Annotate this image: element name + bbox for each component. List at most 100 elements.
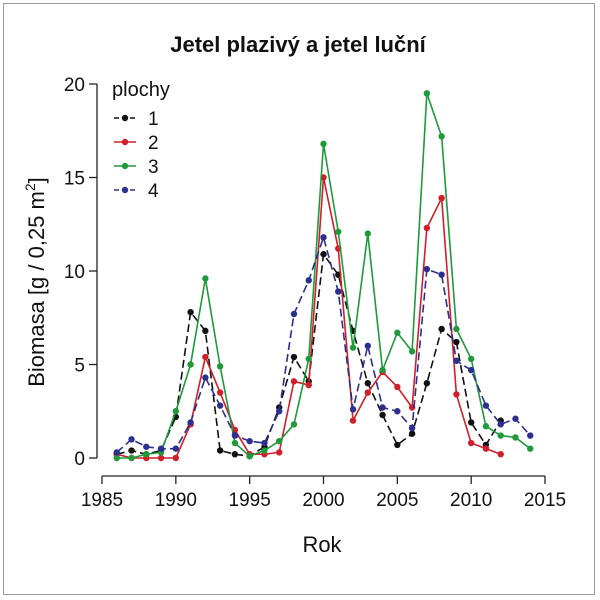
legend-label-1: 1 bbox=[148, 109, 159, 130]
data-point bbox=[364, 230, 371, 237]
series-3 bbox=[113, 90, 534, 462]
data-point bbox=[246, 437, 253, 445]
data-point bbox=[143, 443, 150, 450]
series-2 bbox=[113, 174, 504, 462]
y-axis-label-superscript: 2 bbox=[22, 183, 38, 191]
data-point bbox=[276, 437, 283, 445]
axes: 1985 1990 1995 2000 2005 2010 2015 0 5 10 15 20 bbox=[64, 75, 566, 511]
data-point bbox=[320, 140, 327, 148]
data-point bbox=[364, 380, 371, 387]
data-point bbox=[512, 415, 519, 422]
data-point bbox=[467, 419, 475, 426]
data-point bbox=[202, 275, 209, 282]
legend-label-2: 2 bbox=[148, 133, 159, 154]
data-point bbox=[276, 408, 283, 415]
data-point bbox=[290, 310, 298, 318]
legend-title: plochy bbox=[112, 79, 170, 101]
data-point bbox=[335, 228, 342, 235]
data-point bbox=[349, 344, 357, 351]
legend-marker-1 bbox=[121, 114, 129, 122]
data-point bbox=[320, 250, 327, 258]
y-tick-label: 20 bbox=[64, 75, 85, 96]
data-point bbox=[379, 404, 386, 411]
data-point bbox=[113, 454, 120, 462]
data-point bbox=[482, 445, 490, 452]
data-point bbox=[187, 361, 194, 368]
x-tick-label: 2000 bbox=[302, 490, 344, 511]
data-point bbox=[497, 451, 504, 458]
x-tick-label: 1995 bbox=[229, 490, 271, 511]
data-point bbox=[290, 421, 298, 428]
series-4 bbox=[113, 234, 534, 456]
y-tick-label: 0 bbox=[74, 449, 85, 470]
data-point bbox=[423, 90, 431, 97]
data-point bbox=[423, 224, 431, 232]
legend-label-3: 3 bbox=[148, 157, 159, 178]
data-point bbox=[364, 342, 371, 349]
data-point bbox=[202, 353, 209, 361]
x-tick-label: 2015 bbox=[524, 490, 566, 511]
y-axis-label-main: Biomasa [g / 0,25 m bbox=[24, 191, 49, 387]
data-point bbox=[349, 417, 357, 424]
data-point bbox=[290, 353, 298, 361]
legend-marker-2 bbox=[121, 138, 129, 146]
legend-marker-3 bbox=[121, 162, 129, 170]
x-axis-label: Rok bbox=[302, 532, 342, 557]
data-point bbox=[113, 449, 120, 456]
data-point bbox=[364, 389, 371, 396]
x-tick-label: 1990 bbox=[155, 490, 197, 511]
data-point bbox=[261, 447, 268, 454]
data-point bbox=[305, 381, 312, 389]
data-point bbox=[453, 357, 460, 364]
chart-frame: Jetel plazivý a jetel luční 1985 1990 1995… bbox=[3, 3, 595, 595]
y-tick-label: 5 bbox=[74, 356, 85, 377]
data-point bbox=[157, 454, 165, 462]
data-point bbox=[157, 445, 165, 452]
data-point bbox=[231, 439, 239, 447]
legend-label-4: 4 bbox=[148, 181, 159, 202]
data-point bbox=[408, 348, 416, 355]
data-point bbox=[379, 366, 386, 374]
data-point bbox=[216, 402, 224, 409]
legend-marker-4 bbox=[121, 186, 129, 194]
data-point bbox=[423, 265, 431, 273]
data-point bbox=[379, 411, 386, 419]
data-point bbox=[512, 434, 519, 441]
data-point bbox=[467, 439, 475, 447]
data-point bbox=[128, 447, 135, 454]
data-point bbox=[172, 454, 180, 462]
data-point bbox=[527, 432, 534, 439]
data-point bbox=[276, 449, 283, 456]
x-tick-label: 2005 bbox=[376, 490, 418, 511]
data-point bbox=[216, 363, 224, 370]
y-axis-label-end: ] bbox=[24, 177, 49, 183]
data-point bbox=[482, 423, 490, 430]
chart-title: Jetel plazivý a jetel luční bbox=[170, 32, 426, 57]
x-tick-label: 1985 bbox=[81, 490, 123, 511]
data-point bbox=[305, 355, 312, 363]
series-line-4 bbox=[116, 236, 531, 453]
data-point bbox=[320, 234, 327, 241]
data-point bbox=[172, 408, 180, 415]
y-tick-label: 10 bbox=[64, 262, 85, 283]
data-point bbox=[394, 383, 401, 391]
data-point bbox=[453, 391, 460, 398]
data-point bbox=[128, 436, 135, 443]
data-point bbox=[497, 421, 504, 428]
data-point bbox=[453, 325, 460, 333]
data-point bbox=[438, 133, 445, 140]
data-point bbox=[187, 308, 194, 316]
data-point bbox=[467, 355, 475, 363]
data-point bbox=[202, 327, 209, 335]
y-tick-label: 15 bbox=[64, 169, 85, 190]
data-point bbox=[408, 424, 416, 432]
data-point bbox=[438, 194, 445, 202]
data-point bbox=[453, 338, 460, 346]
data-point bbox=[423, 380, 431, 387]
data-point bbox=[394, 408, 401, 415]
data-point bbox=[497, 432, 504, 439]
data-point bbox=[467, 366, 475, 374]
data-point bbox=[172, 445, 180, 452]
data-point bbox=[438, 325, 445, 333]
data-point bbox=[394, 441, 401, 449]
